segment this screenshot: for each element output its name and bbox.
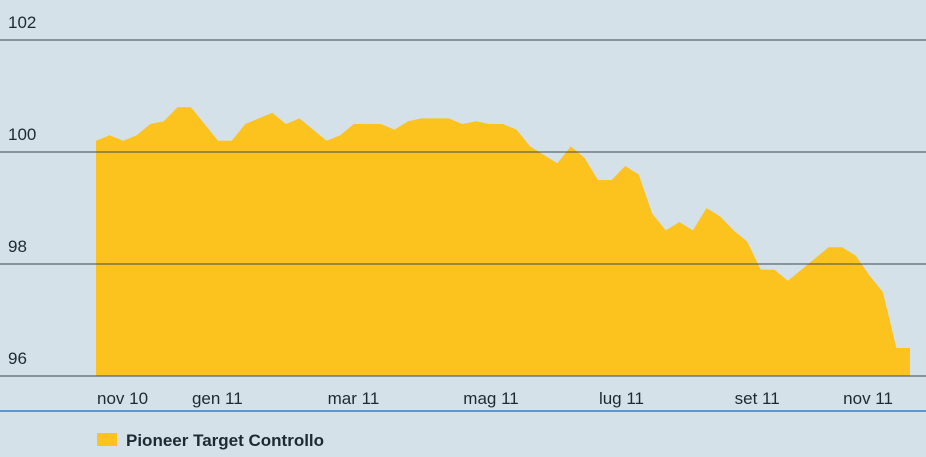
y-tick-label: 98 <box>8 237 27 256</box>
x-tick-label: nov 10 <box>97 389 148 408</box>
y-tick-label: 102 <box>8 13 36 32</box>
x-tick-label: set 11 <box>735 389 780 408</box>
legend-label: Pioneer Target Controllo <box>126 431 324 450</box>
y-tick-label: 96 <box>8 349 27 368</box>
x-tick-label: mag 11 <box>463 389 518 408</box>
x-tick-label: lug 11 <box>599 389 644 408</box>
x-tick-label: nov 11 <box>843 389 893 408</box>
x-tick-label: gen 11 <box>192 389 243 408</box>
legend-swatch <box>97 433 117 446</box>
area <box>96 107 910 376</box>
y-tick-label: 100 <box>8 125 36 144</box>
x-tick-label: mar 11 <box>328 389 380 408</box>
